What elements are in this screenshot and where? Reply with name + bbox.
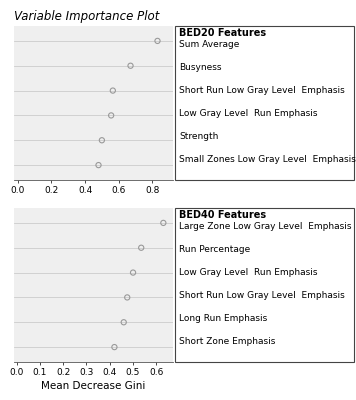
Text: Run Percentage: Run Percentage xyxy=(179,245,251,254)
Text: Short Run Low Gray Level  Emphasis: Short Run Low Gray Level Emphasis xyxy=(179,86,345,95)
Text: Sum Average: Sum Average xyxy=(179,40,240,48)
Text: Low Gray Level  Run Emphasis: Low Gray Level Run Emphasis xyxy=(179,268,318,277)
Point xyxy=(121,319,127,326)
Point xyxy=(110,87,116,94)
Point xyxy=(96,162,101,168)
Point xyxy=(130,269,136,276)
Text: Low Gray Level  Run Emphasis: Low Gray Level Run Emphasis xyxy=(179,109,318,118)
Text: BED20 Features: BED20 Features xyxy=(179,28,267,38)
Text: BED40 Features: BED40 Features xyxy=(179,210,267,220)
Point xyxy=(111,344,117,350)
Text: Small Zones Low Gray Level  Emphasis: Small Zones Low Gray Level Emphasis xyxy=(179,155,356,164)
Text: Short Run Low Gray Level  Emphasis: Short Run Low Gray Level Emphasis xyxy=(179,291,345,300)
Point xyxy=(108,112,114,119)
Point xyxy=(161,220,166,226)
Text: Large Zone Low Gray Level  Emphasis: Large Zone Low Gray Level Emphasis xyxy=(179,222,352,230)
Text: Variable Importance Plot: Variable Importance Plot xyxy=(14,10,159,23)
Point xyxy=(128,62,134,69)
Text: Long Run Emphasis: Long Run Emphasis xyxy=(179,314,268,323)
Point xyxy=(155,38,160,44)
Point xyxy=(124,294,130,301)
Point xyxy=(99,137,105,144)
Point xyxy=(138,244,144,251)
Text: Busyness: Busyness xyxy=(179,63,222,72)
Text: Short Zone Emphasis: Short Zone Emphasis xyxy=(179,337,276,346)
Text: Strength: Strength xyxy=(179,132,219,141)
Text: Mean Decrease Gini: Mean Decrease Gini xyxy=(41,381,146,391)
